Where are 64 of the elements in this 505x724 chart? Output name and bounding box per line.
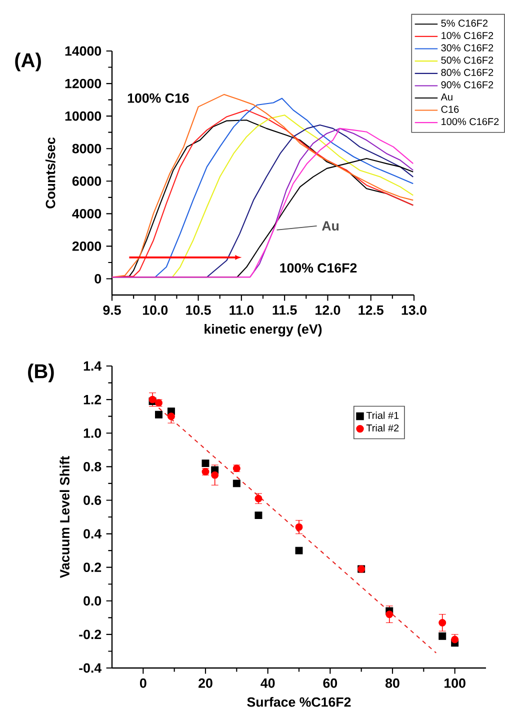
point [254, 512, 262, 520]
annotation: Au [322, 221, 339, 231]
x-tick-label: 12.0 [316, 305, 340, 315]
y-tick-label: 4000 [72, 208, 102, 218]
y-tick-label: 0.6 [84, 496, 102, 505]
chart-title: (A) [15, 52, 41, 72]
y-axis-title: Counts/sec [45, 137, 56, 208]
x-tick-label: 40 [260, 678, 275, 688]
x-tick-label: 10.0 [143, 305, 168, 315]
x-tick-label: 11.0 [230, 305, 254, 315]
y-tick-label: 10000 [65, 111, 102, 121]
x-tick-label: 13.0 [402, 305, 426, 315]
point [295, 523, 303, 531]
x-tick-label: 20 [198, 678, 212, 688]
legend-label: 5% C16F2 [441, 20, 488, 27]
point [295, 546, 303, 554]
x-tick-label: 80 [386, 678, 400, 688]
point [202, 460, 210, 468]
legend-label: 50% C16F2 [441, 56, 494, 64]
legend-label: 10% C16F2 [442, 32, 494, 40]
y-tick-label: 0 [94, 274, 102, 284]
annotation: 100% C16 [128, 93, 189, 103]
y-tick-label: 0.2 [84, 562, 102, 572]
y-tick-label: -0.2 [79, 630, 102, 640]
y-tick-label: 1.2 [84, 394, 102, 404]
legend-label: C16 [441, 106, 459, 113]
point [232, 480, 240, 488]
y-tick-label: 1.0 [84, 428, 102, 438]
y-tick-label: -0.4 [79, 663, 102, 673]
legend-label: 90% C16F2 [441, 81, 494, 88]
point [438, 632, 446, 640]
x-tick-label: 11.5 [272, 305, 297, 315]
y-tick-label: 0.4 [84, 529, 102, 538]
y-tick-label: 2000 [72, 241, 102, 251]
legend-label: Trial #2 [366, 424, 399, 432]
point [386, 610, 394, 618]
point [438, 618, 446, 626]
legend-label: Trial #1 [366, 412, 399, 419]
y-tick-label: 8000 [72, 144, 102, 154]
x-tick-label: 10.5 [186, 305, 211, 315]
point [155, 410, 162, 418]
y-tick-label: 0.8 [84, 462, 102, 472]
x-tick-label: 60 [323, 678, 338, 688]
y-tick-label: 1.4 [84, 361, 102, 371]
y-tick-label: 12000 [65, 78, 102, 88]
x-axis-title: Surface %C16F2 [247, 697, 351, 707]
x-tick-label: 100 [444, 678, 466, 688]
legend-label: 30% C16F2 [441, 44, 494, 52]
y-tick-label: 6000 [72, 176, 102, 186]
legend-label: Au [440, 94, 452, 101]
chart-title: (B) [28, 364, 54, 382]
y-tick-label: 14000 [65, 46, 102, 56]
point [167, 412, 175, 420]
x-tick-label: 0 [140, 678, 146, 688]
legend-label: 100% C16F2 [442, 118, 499, 126]
point [451, 636, 459, 644]
y-tick-label: 0.0 [84, 596, 102, 606]
x-tick-label: 12.5 [358, 305, 384, 315]
point [211, 471, 219, 479]
y-axis-title: Vacuum Level Shift [60, 456, 70, 578]
x-axis-title: kinetic energy (eV) [204, 324, 322, 337]
x-tick-label: 9.5 [103, 305, 121, 315]
annotation: 100% C16F2 [280, 263, 357, 273]
legend-label: 80% C16F2 [441, 68, 494, 76]
